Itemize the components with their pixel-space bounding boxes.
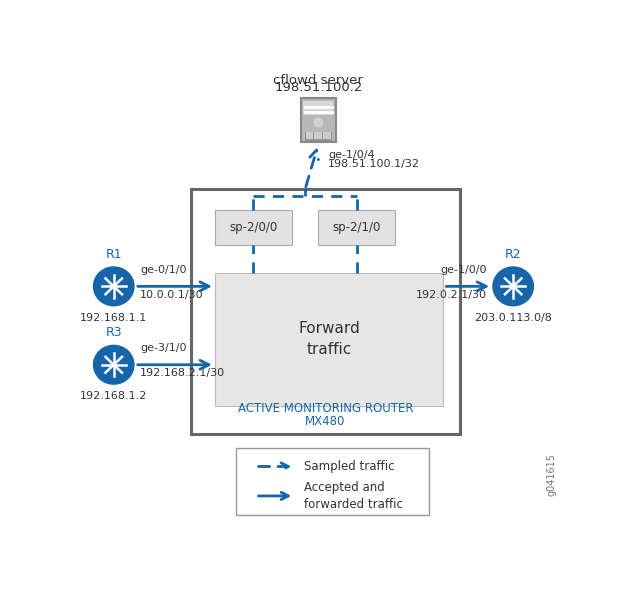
Text: ge-0/1/0: ge-0/1/0 <box>140 265 187 275</box>
Text: 203.0.113.0/8: 203.0.113.0/8 <box>474 313 552 323</box>
Text: Accepted and
forwarded traffic: Accepted and forwarded traffic <box>304 481 402 511</box>
Text: 198.51.100.2: 198.51.100.2 <box>274 81 363 94</box>
Bar <box>191 189 460 434</box>
Bar <box>237 448 429 515</box>
Bar <box>323 137 331 140</box>
Text: cflowd server: cflowd server <box>273 74 363 87</box>
Circle shape <box>314 119 322 127</box>
Text: 192.168.1.2: 192.168.1.2 <box>80 391 147 401</box>
Text: Sampled traffic: Sampled traffic <box>304 460 394 473</box>
Text: ge-1/0/0: ge-1/0/0 <box>440 265 487 275</box>
Text: 192.168.2.1/30: 192.168.2.1/30 <box>140 368 225 379</box>
Text: 192.0.2.1/30: 192.0.2.1/30 <box>415 290 487 300</box>
Bar <box>314 132 322 135</box>
Text: R1: R1 <box>106 248 122 261</box>
Bar <box>303 101 333 115</box>
Text: ge-1/0/4: ge-1/0/4 <box>328 150 374 161</box>
Text: 10.0.0.1/30: 10.0.0.1/30 <box>140 290 204 300</box>
Text: sp-2/0/0: sp-2/0/0 <box>229 221 278 234</box>
Bar <box>318 210 396 245</box>
Circle shape <box>493 267 533 305</box>
Text: 198.51.100.1/32: 198.51.100.1/32 <box>328 159 420 168</box>
Bar <box>215 273 443 406</box>
Bar <box>314 137 322 140</box>
Bar <box>323 132 331 135</box>
Bar <box>306 132 331 140</box>
Bar <box>306 132 314 135</box>
Text: R3: R3 <box>106 326 122 340</box>
Circle shape <box>94 346 134 384</box>
Text: ge-3/1/0: ge-3/1/0 <box>140 343 187 353</box>
Text: g041615: g041615 <box>546 453 556 496</box>
Text: MX480: MX480 <box>306 415 346 428</box>
Text: sp-2/1/0: sp-2/1/0 <box>333 221 381 234</box>
Bar <box>301 98 335 142</box>
Circle shape <box>94 267 134 305</box>
Text: ACTIVE MONITORING ROUTER: ACTIVE MONITORING ROUTER <box>238 402 413 415</box>
Bar <box>215 210 292 245</box>
Text: R2: R2 <box>505 248 522 261</box>
Bar <box>306 137 314 140</box>
Text: Forward
traffic: Forward traffic <box>298 322 360 358</box>
Text: 192.168.1.1: 192.168.1.1 <box>80 313 147 323</box>
